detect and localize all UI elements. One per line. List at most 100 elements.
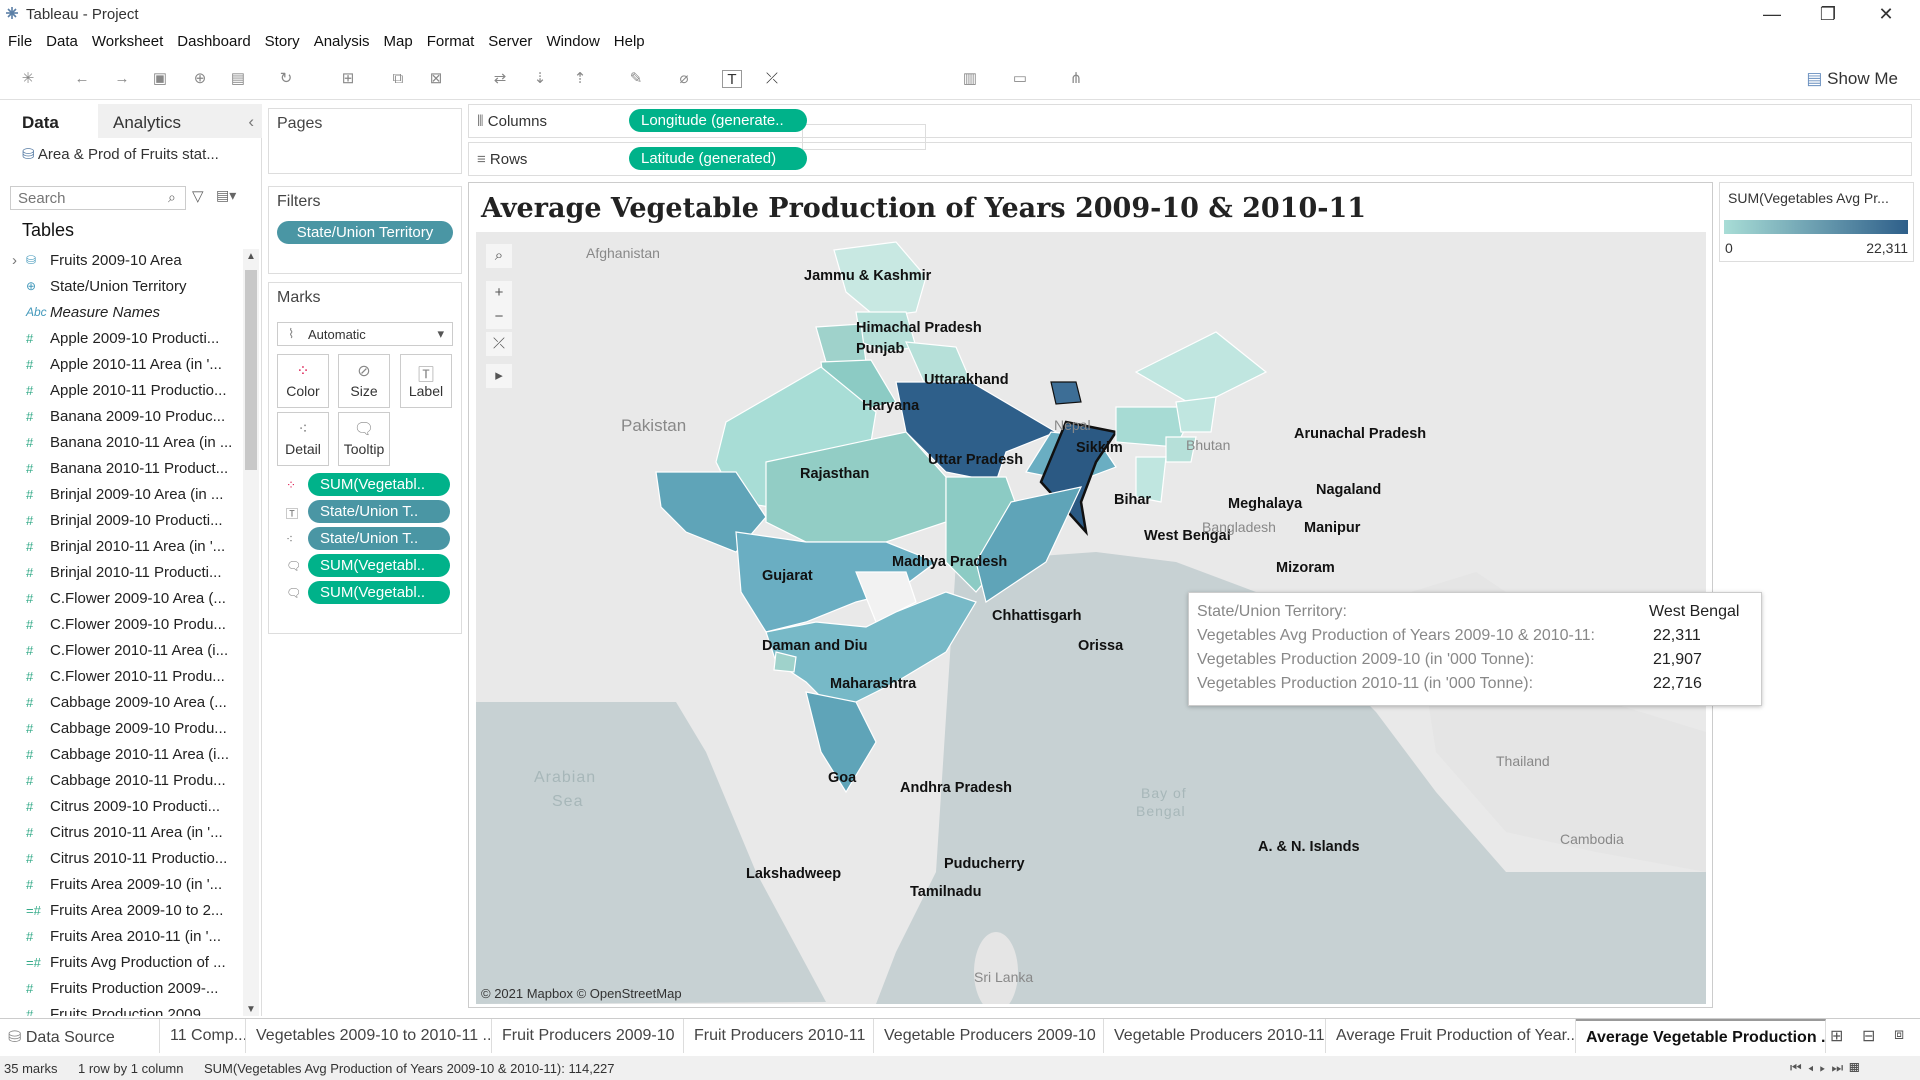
field-item[interactable]: # Brinjal 2010-11 Producti... <box>0 561 240 587</box>
filter-icon[interactable]: ▽ <box>192 188 204 205</box>
show-cards-icon[interactable]: ▥ <box>962 70 978 87</box>
mark-pill-color[interactable]: ⁘ SUM(Vegetabl.. <box>276 473 462 499</box>
size-button[interactable]: ⊘ Size <box>338 354 390 408</box>
field-item[interactable]: # Citrus 2010-11 Area (in '... <box>0 821 240 847</box>
menu-dashboard[interactable]: Dashboard <box>177 33 251 50</box>
map-search-icon[interactable]: ⌕ <box>486 244 512 268</box>
field-item[interactable]: # Apple 2010-11 Area (in '... <box>0 353 240 379</box>
share-icon[interactable]: ⋔ <box>1069 70 1083 87</box>
field-item[interactable]: # Fruits Production 2009-... <box>0 977 240 1003</box>
close-button[interactable]: ✕ <box>1878 4 1894 24</box>
data-source-name[interactable]: ⛁ Area & Prod of Fruits stat... <box>22 146 219 163</box>
refresh-icon[interactable]: ↻ <box>279 70 293 87</box>
field-item[interactable]: # Citrus 2009-10 Producti... <box>0 795 240 821</box>
mark-pill-detail[interactable]: ⁖ State/Union T.. <box>276 527 462 553</box>
sheet-tab[interactable]: Fruit Producers 2009-10 <box>492 1019 684 1053</box>
field-item[interactable]: =# Fruits Avg Production of ... <box>0 951 240 977</box>
new-worksheet-icon[interactable]: ⊞ <box>1830 1028 1844 1045</box>
menu-format[interactable]: Format <box>426 33 475 50</box>
zoom-in-icon[interactable]: + <box>486 281 512 305</box>
columns-pill-longitude[interactable]: Longitude (generate.. <box>629 109 807 132</box>
sheet-navigation-icons[interactable]: ⏮◂▸⏭▦ <box>1790 1060 1866 1075</box>
sheet-tab[interactable]: 11 Comp... <box>160 1019 246 1053</box>
field-item[interactable]: Abc Measure Names <box>0 301 240 327</box>
sheet-tab[interactable]: Average Fruit Production of Year... <box>1326 1019 1576 1053</box>
field-item[interactable]: # Cabbage 2010-11 Produ... <box>0 769 240 795</box>
field-item[interactable]: # Brinjal 2010-11 Area (in '... <box>0 535 240 561</box>
save-icon[interactable]: ▣ <box>152 70 168 87</box>
field-item[interactable]: ⊕ State/Union Territory <box>0 275 240 301</box>
field-item[interactable]: # Fruits Production 2009... <box>0 1003 240 1016</box>
sheet-tab[interactable]: Fruit Producers 2010-11 <box>684 1019 874 1053</box>
sort-ascending-icon[interactable]: ⇣ <box>533 70 547 87</box>
field-item[interactable]: # Brinjal 2009-10 Producti... <box>0 509 240 535</box>
scroll-up-icon[interactable]: ▲ <box>246 251 256 262</box>
field-item[interactable]: # Cabbage 2009-10 Produ... <box>0 717 240 743</box>
menu-story[interactable]: Story <box>264 33 300 50</box>
menu-window[interactable]: Window <box>546 33 600 50</box>
sheet-tab[interactable]: Vegetable Producers 2009-10 <box>874 1019 1104 1053</box>
field-item[interactable]: # C.Flower 2010-11 Area (i... <box>0 639 240 665</box>
new-story-icon[interactable]: ⧈ <box>1894 1026 1905 1043</box>
filter-pill-state[interactable]: State/Union Territory <box>277 221 453 244</box>
search-input[interactable] <box>10 186 186 210</box>
field-item[interactable]: # C.Flower 2009-10 Produ... <box>0 613 240 639</box>
mark-pill-label[interactable]: 🅃 State/Union T.. <box>276 500 462 526</box>
clear-sheet-icon[interactable]: ⊠ <box>429 70 443 87</box>
field-item[interactable]: # Banana 2010-11 Product... <box>0 457 240 483</box>
columns-shelf[interactable]: ⦀ Columns Longitude (generate.. <box>468 104 1912 138</box>
color-button[interactable]: ⁘ Color <box>277 354 329 408</box>
field-item[interactable]: =# Fruits Area 2009-10 to 2... <box>0 899 240 925</box>
field-item[interactable]: # C.Flower 2010-11 Produ... <box>0 665 240 691</box>
sheet-tab-active[interactable]: Average Vegetable Production ... <box>1576 1019 1826 1053</box>
view-options-icon[interactable]: ▤▾ <box>216 187 237 203</box>
menu-analysis[interactable]: Analysis <box>313 33 370 50</box>
menu-worksheet[interactable]: Worksheet <box>91 33 164 50</box>
presentation-mode-icon[interactable]: ▭ <box>1012 70 1028 87</box>
menu-data[interactable]: Data <box>46 33 78 50</box>
mark-pill-tooltip-1[interactable]: 🗨 SUM(Vegetabl.. <box>276 554 462 580</box>
new-data-source-icon[interactable]: ⊕ <box>193 70 207 87</box>
map-attribution[interactable]: © 2021 Mapbox © OpenStreetMap <box>481 986 682 1001</box>
field-item[interactable]: # Fruits Area 2010-11 (in '... <box>0 925 240 951</box>
scroll-down-icon[interactable]: ▼ <box>246 1004 256 1015</box>
duplicate-icon[interactable]: ⧉ <box>392 70 404 87</box>
field-item[interactable]: # C.Flower 2009-10 Area (... <box>0 587 240 613</box>
field-item[interactable]: # Fruits Area 2009-10 (in '... <box>0 873 240 899</box>
menu-server[interactable]: Server <box>488 33 533 50</box>
expand-toolbar-icon[interactable]: ▸ <box>486 364 512 388</box>
redo-icon[interactable]: → <box>114 70 130 87</box>
minimize-button[interactable]: — <box>1763 4 1781 24</box>
highlight-icon[interactable]: ✎ <box>629 70 643 87</box>
zoom-out-icon[interactable]: − <box>486 305 512 329</box>
maximize-button[interactable]: ❐ <box>1819 4 1837 24</box>
group-icon[interactable]: ⌀ <box>679 70 689 87</box>
collapse-pane-icon[interactable]: ‹ <box>248 112 254 131</box>
field-item[interactable]: # Apple 2010-11 Productio... <box>0 379 240 405</box>
detail-button[interactable]: ⁖ Detail <box>277 412 329 466</box>
menu-map[interactable]: Map <box>383 33 413 50</box>
field-item[interactable]: # Apple 2009-10 Producti... <box>0 327 240 353</box>
field-item[interactable]: # Brinjal 2009-10 Area (in ... <box>0 483 240 509</box>
mark-type-dropdown[interactable]: ⌇ Automatic ▾ <box>277 322 453 346</box>
reset-map-icon[interactable]: ⤫ <box>486 332 512 356</box>
menu-file[interactable]: File <box>8 33 33 50</box>
field-item[interactable]: # Banana 2010-11 Area (in ... <box>0 431 240 457</box>
label-button[interactable]: 🅃 Label <box>400 354 452 408</box>
color-legend[interactable] <box>1719 182 1914 262</box>
show-labels-icon[interactable]: T <box>722 70 742 88</box>
undo-icon[interactable]: ← <box>74 70 90 87</box>
field-item[interactable]: # Cabbage 2009-10 Area (... <box>0 691 240 717</box>
tableau-home-icon[interactable]: ✳ <box>21 70 35 87</box>
show-me-button[interactable]: ▤ Show Me <box>1806 69 1898 88</box>
sheet-tab[interactable]: Vegetables 2009-10 to 2010-11 ... <box>246 1019 492 1053</box>
expand-icon[interactable]: › <box>12 252 17 269</box>
pause-updates-icon[interactable]: ▤ <box>230 70 246 87</box>
scrollbar-thumb[interactable] <box>245 270 257 470</box>
field-item[interactable]: # Cabbage 2010-11 Area (i... <box>0 743 240 769</box>
state-sikkim[interactable] <box>1050 381 1082 405</box>
new-worksheet-icon[interactable]: ⊞ <box>341 70 355 87</box>
mark-pill-tooltip-2[interactable]: 🗨 SUM(Vegetabl.. <box>276 581 462 607</box>
new-dashboard-icon[interactable]: ⊟ <box>1862 1028 1876 1045</box>
field-item[interactable]: # Citrus 2010-11 Productio... <box>0 847 240 873</box>
